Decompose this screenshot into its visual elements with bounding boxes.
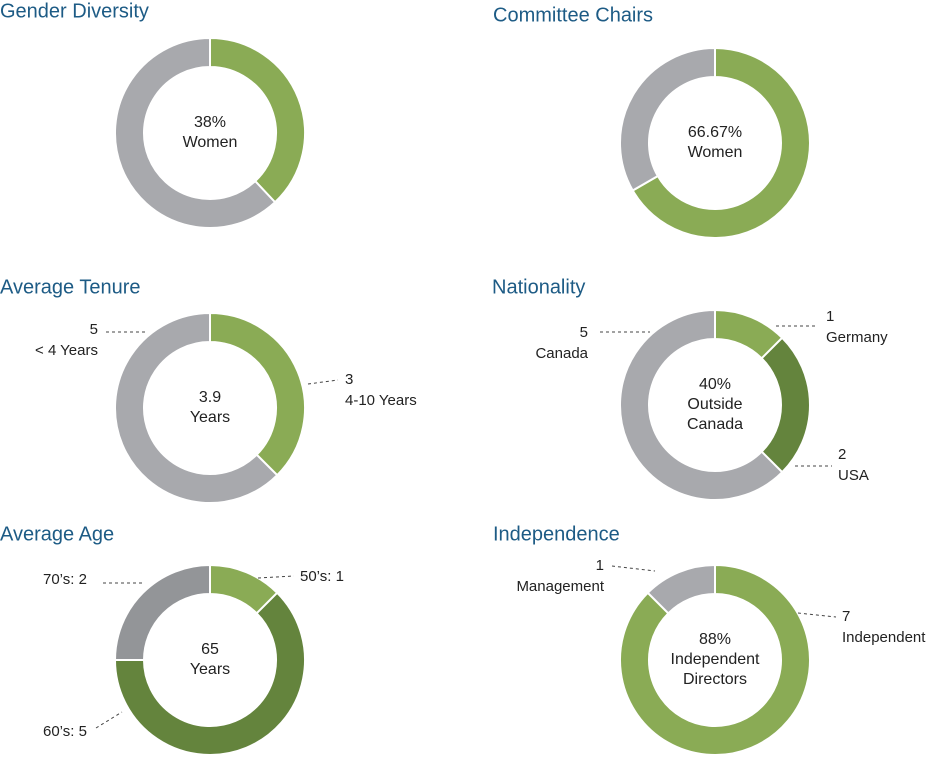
donut-slice xyxy=(619,563,811,756)
slice-label: 70’s: 2 xyxy=(43,571,87,588)
slice-value: 5 xyxy=(580,324,588,341)
chart-title: Average Tenure xyxy=(0,276,140,298)
slice-value: 3 xyxy=(345,371,353,388)
donut-slice xyxy=(114,311,279,504)
slice-value: 1 xyxy=(826,308,834,325)
chart-title: Nationality xyxy=(492,276,585,298)
slice-category: Canada xyxy=(535,345,588,362)
donut-slice xyxy=(113,563,211,661)
slice-category: Independent xyxy=(842,629,926,646)
slice-category: USA xyxy=(838,467,869,484)
slice-value: 2 xyxy=(838,446,846,463)
leader-line xyxy=(257,575,295,579)
chart-title: Committee Chairs xyxy=(493,4,653,26)
center-text: 66.67% xyxy=(688,124,742,141)
donut-slice xyxy=(114,36,277,229)
center-text: Directors xyxy=(683,671,747,688)
center-text: Women xyxy=(183,134,238,151)
center-text: 38% xyxy=(194,114,226,131)
slice-label: 60’s: 5 xyxy=(43,723,87,740)
donut-slice xyxy=(113,591,306,756)
donut-slice xyxy=(619,308,784,501)
center-text: Canada xyxy=(687,416,743,433)
donut-slice xyxy=(209,311,306,477)
leader-line xyxy=(797,612,837,618)
slice-category: Germany xyxy=(826,329,888,346)
center-text: 65 xyxy=(201,641,219,658)
chart-title: Gender Diversity xyxy=(0,0,149,22)
center-text: Outside xyxy=(687,396,742,413)
slice-value: 7 xyxy=(842,608,850,625)
donut-slice xyxy=(631,46,811,239)
center-text: 88% xyxy=(699,631,731,648)
leader-line xyxy=(611,565,656,572)
center-text: 3.9 xyxy=(199,389,221,406)
slice-label: 50’s: 1 xyxy=(300,568,344,585)
slice-value: 5 xyxy=(90,321,98,338)
slice-category: < 4 Years xyxy=(35,342,98,359)
center-text: Years xyxy=(190,661,230,678)
leader-line xyxy=(95,711,123,729)
leader-line xyxy=(307,379,339,385)
slice-category: Management xyxy=(516,578,604,595)
donut-slice xyxy=(760,336,811,474)
center-text: Women xyxy=(688,144,743,161)
slice-value: 1 xyxy=(596,557,604,574)
center-text: Years xyxy=(190,409,230,426)
donut-slice xyxy=(646,563,716,615)
slice-category: 4-10 Years xyxy=(345,392,417,409)
chart-title: Independence xyxy=(493,523,620,545)
center-text: Independent xyxy=(671,651,761,668)
center-text: 40% xyxy=(699,376,731,393)
chart-title: Average Age xyxy=(0,523,114,545)
donut-slice xyxy=(619,46,716,192)
